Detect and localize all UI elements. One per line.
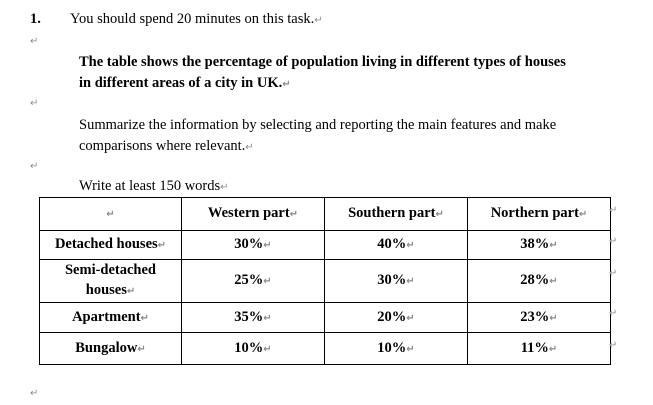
cell-mark-icon: ↵ (435, 209, 444, 220)
housing-table: ↵ Western part↵ Southern part↵ Northern … (39, 197, 611, 365)
table-cell: 20%↵ (324, 302, 468, 333)
task-instruction: You should spend 20 minutes on this task… (70, 11, 323, 27)
cell-mark-icon: ↵ (289, 209, 299, 220)
table-header-row: ↵ Western part↵ Southern part↵ Northern … (39, 197, 611, 231)
row-label: Bungalow↵ (39, 332, 182, 365)
paragraph-mark-icon: ↵ (30, 36, 39, 47)
table-row: Bungalow↵ 10%↵ 10%↵ 11%↵ (39, 332, 611, 365)
table-cell: 23%↵ (467, 302, 611, 333)
row-end-mark-icon: ↵ (609, 205, 618, 216)
paragraph-mark-icon: ↵ (30, 161, 39, 172)
table-header-cell: Northern part↵ (467, 197, 611, 231)
summary-line-1: Summarize the information by selecting a… (79, 117, 557, 133)
paragraph-mark-icon: ↵ (314, 15, 323, 26)
table-cell: 30%↵ (181, 230, 325, 260)
table-cell: 10%↵ (324, 332, 468, 365)
prompt-line-2: in different areas of a city in UK.↵ (79, 75, 291, 91)
table-cell: 28%↵ (467, 259, 611, 303)
table-cell: 38%↵ (467, 230, 611, 260)
row-end-mark-icon: ↵ (609, 268, 618, 279)
summary-line-2: comparisons where relevant.↵ (79, 138, 254, 154)
row-label: Detached houses↵ (39, 230, 182, 260)
row-end-mark-icon: ↵ (609, 340, 618, 351)
table-row: Apartment↵ 35%↵ 20%↵ 23%↵ (39, 302, 611, 333)
word-count-instruction: Write at least 150 words↵ (79, 178, 229, 194)
cell-mark-icon: ↵ (106, 209, 115, 220)
prompt-line-1: The table shows the percentage of popula… (79, 54, 566, 70)
table-cell: 10%↵ (181, 332, 325, 365)
table-cell: 30%↵ (324, 259, 468, 303)
table-row: Semi-detached houses↵ 25%↵ 30%↵ 28%↵ (39, 259, 611, 303)
paragraph-mark-icon: ↵ (282, 79, 291, 90)
table-cell: 25%↵ (181, 259, 325, 303)
table-header-cell: Western part↵ (181, 197, 325, 231)
table-header-cell: ↵ (39, 197, 182, 231)
cell-mark-icon: ↵ (578, 209, 588, 220)
row-end-mark-icon: ↵ (609, 308, 618, 319)
paragraph-mark-icon: ↵ (30, 98, 39, 109)
paragraph-mark-icon: ↵ (220, 182, 229, 193)
paragraph-mark-icon: ↵ (245, 142, 254, 153)
row-end-mark-icon: ↵ (609, 236, 618, 247)
paragraph-mark-icon: ↵ (30, 388, 39, 399)
row-label: Semi-detached houses↵ (39, 259, 182, 303)
table-row: Detached houses↵ 30%↵ 40%↵ 38%↵ (39, 230, 611, 260)
table-cell: 35%↵ (181, 302, 325, 333)
table-cell: 40%↵ (324, 230, 468, 260)
row-label: Apartment↵ (39, 302, 182, 333)
table-header-cell: Southern part↵ (324, 197, 468, 231)
table-cell: 11%↵ (467, 332, 611, 365)
task-number: 1. (30, 11, 41, 27)
